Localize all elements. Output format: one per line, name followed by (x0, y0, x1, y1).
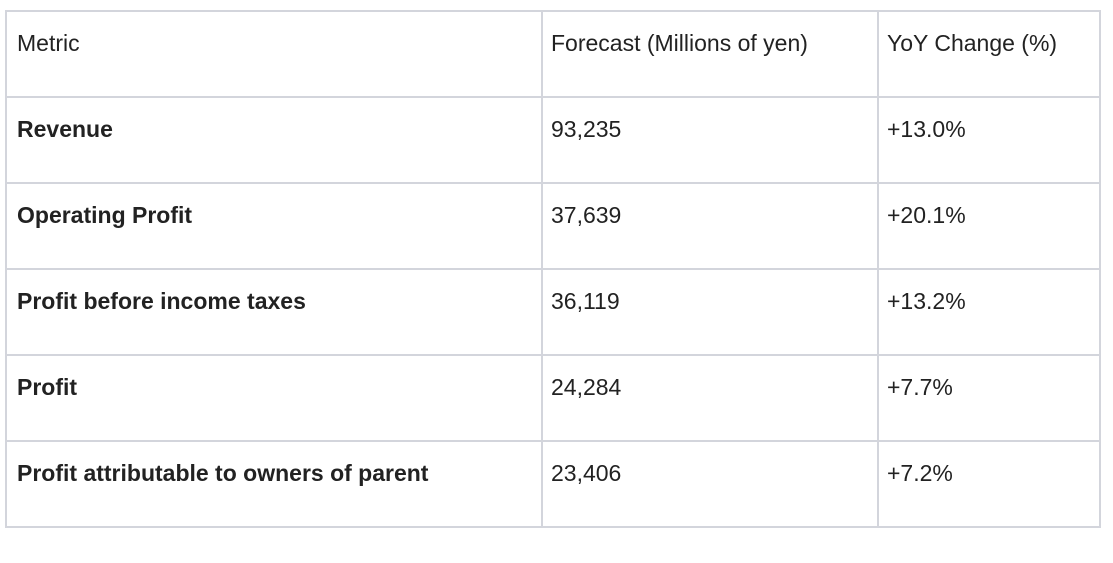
table-row: Profit before income taxes 36,119 +13.2% (5, 268, 1101, 356)
table-body: Revenue 93,235 +13.0% Operating Profit 37,63… (5, 96, 1101, 528)
value-cell: 24,284 (541, 354, 879, 442)
value-cell: +20.1% (877, 182, 1101, 270)
header-cell: YoY Change (%) (877, 10, 1101, 98)
value-cell: 93,235 (541, 96, 879, 184)
header-row: Metric Forecast (Millions of yen) YoY Chan… (5, 10, 1101, 98)
metric-cell: Profit before income taxes (5, 268, 543, 356)
table-row: Profit attributable to owners of parent 2… (5, 440, 1101, 528)
metric-cell: Operating Profit (5, 182, 543, 270)
value-cell: 23,406 (541, 440, 879, 528)
value-cell: 36,119 (541, 268, 879, 356)
table-row: Operating Profit 37,639 +20.1% (5, 182, 1101, 270)
table-header: Metric Forecast (Millions of yen) YoY Chan… (5, 10, 1101, 98)
value-cell: 37,639 (541, 182, 879, 270)
forecast-table: Metric Forecast (Millions of yen) YoY Chan… (5, 10, 1101, 528)
value-cell: +7.2% (877, 440, 1101, 528)
table-row: Profit 24,284 +7.7% (5, 354, 1101, 442)
value-cell: +13.0% (877, 96, 1101, 184)
metric-cell: Profit attributable to owners of parent (5, 440, 543, 528)
header-cell: Metric (5, 10, 543, 98)
header-cell: Forecast (Millions of yen) (541, 10, 879, 98)
metric-cell: Revenue (5, 96, 543, 184)
metric-cell: Profit (5, 354, 543, 442)
value-cell: +7.7% (877, 354, 1101, 442)
table-row: Revenue 93,235 +13.0% (5, 96, 1101, 184)
value-cell: +13.2% (877, 268, 1101, 356)
